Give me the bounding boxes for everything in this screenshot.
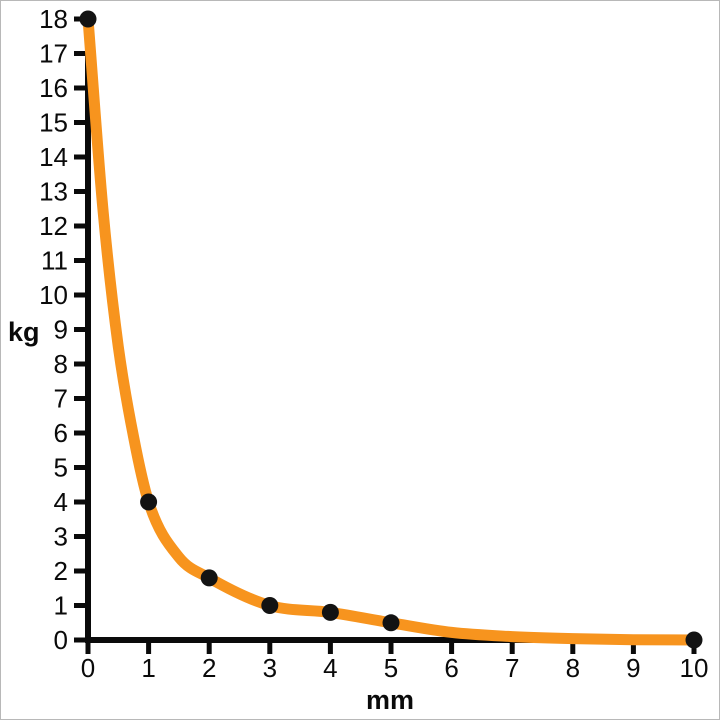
data-point-10-0 <box>685 631 703 649</box>
y-tick-label-14: 14 <box>39 142 68 172</box>
x-tick-label-6: 6 <box>444 653 458 683</box>
x-tick-label-8: 8 <box>566 653 580 683</box>
x-tick-label-10: 10 <box>680 653 709 683</box>
y-tick-label-13: 13 <box>39 177 68 207</box>
y-tick-label-0: 0 <box>54 625 68 655</box>
y-tick-label-2: 2 <box>54 556 68 586</box>
y-tick-label-8: 8 <box>54 349 68 379</box>
y-tick-label-6: 6 <box>54 418 68 448</box>
x-tick-label-0: 0 <box>81 653 95 683</box>
x-tick-label-3: 3 <box>263 653 277 683</box>
x-tick-label-5: 5 <box>384 653 398 683</box>
x-tick-label-2: 2 <box>202 653 216 683</box>
y-tick-label-3: 3 <box>54 522 68 552</box>
x-tick-label-7: 7 <box>505 653 519 683</box>
x-tick-label-4: 4 <box>323 653 337 683</box>
y-tick-label-18: 18 <box>39 4 68 34</box>
data-point-4-0.8 <box>321 603 339 621</box>
y-tick-label-7: 7 <box>54 384 68 414</box>
y-tick-label-11: 11 <box>41 246 68 276</box>
series-curve-weight-vs-distance <box>82 13 700 646</box>
y-tick-label-12: 12 <box>39 211 68 241</box>
y-tick-label-15: 15 <box>39 108 68 138</box>
x-axis-label: mm <box>365 685 414 715</box>
y-tick-label-4: 4 <box>54 487 68 517</box>
data-point-1-4 <box>140 493 158 511</box>
x-tick-label-9: 9 <box>626 653 640 683</box>
y-tick-label-17: 17 <box>39 39 68 69</box>
y-tick-label-9: 9 <box>54 315 68 345</box>
y-tick-label-16: 16 <box>39 73 68 103</box>
data-point-0-18 <box>79 10 97 28</box>
y-axis-label: kg <box>8 317 40 347</box>
data-point-5-0.5 <box>382 614 400 632</box>
x-tick-label-1: 1 <box>141 653 155 683</box>
data-point-3-1 <box>261 597 279 614</box>
y-tick-label-1: 1 <box>54 591 68 621</box>
y-tick-label-10: 10 <box>39 280 68 310</box>
data-point-2-1.8 <box>200 569 218 587</box>
y-tick-label-5: 5 <box>54 453 68 483</box>
